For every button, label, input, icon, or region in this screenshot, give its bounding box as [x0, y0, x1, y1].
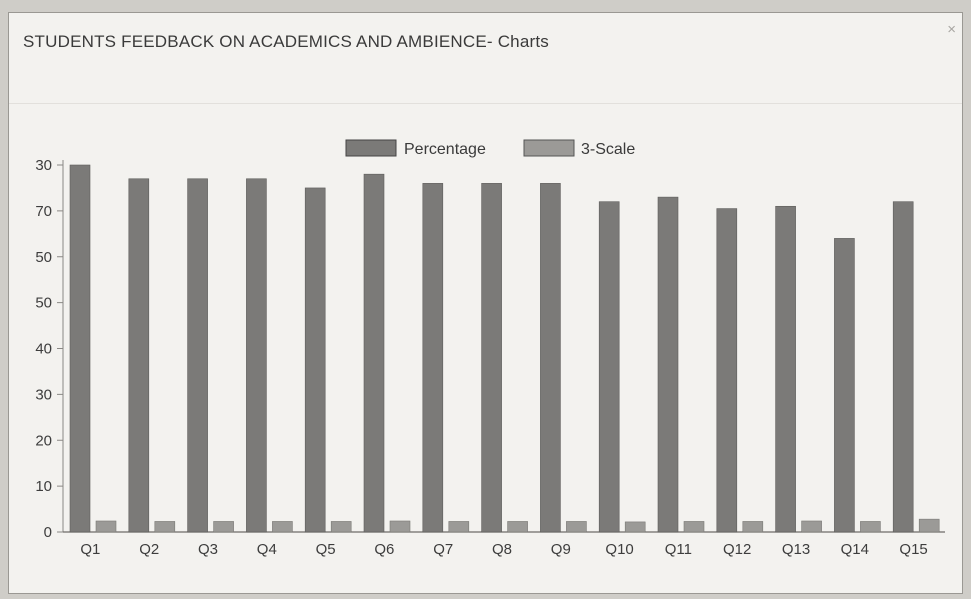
legend-swatch-3scale: [523, 139, 575, 157]
bar-percentage-q2: [128, 178, 150, 533]
bar-3scale-q4: [272, 521, 293, 533]
bar-3scale-q12: [742, 521, 764, 533]
bar-3scale-q13: [801, 520, 822, 533]
bar-percentage-q6: [363, 173, 385, 533]
bar-percentage-q12: [716, 208, 738, 533]
y-tick-label: 30: [35, 386, 52, 403]
y-tick-label: 70: [35, 203, 52, 220]
bar-3scale-q9: [566, 521, 587, 533]
bar-3scale-q11: [683, 521, 705, 533]
y-tick-label: 20: [35, 432, 52, 449]
bar-percentage-q10: [598, 201, 620, 533]
bar-percentage-q9: [540, 183, 561, 533]
y-tick-label: 50: [35, 249, 52, 266]
bar-3scale-q10: [624, 521, 646, 533]
bar-3scale-q3: [213, 521, 234, 533]
bar-percentage-q11: [657, 196, 679, 533]
bar-percentage-q13: [775, 205, 796, 533]
bar-3scale-q15: [918, 518, 940, 533]
x-tick-label: Q14: [841, 541, 869, 558]
x-tick-label: Q8: [492, 541, 512, 558]
x-tick-label: Q3: [198, 541, 218, 558]
legend-label-percentage: Percentage: [404, 141, 486, 158]
y-tick-label: 0: [44, 524, 52, 541]
x-tick-label: Q12: [723, 541, 751, 558]
dialog-header: STUDENTS FEEDBACK ON ACADEMICS AND AMBIE…: [9, 13, 962, 104]
bar-3scale-q8: [507, 521, 528, 533]
bar-percentage-q1: [69, 164, 91, 533]
x-tick-label: Q9: [551, 541, 571, 558]
x-tick-label: Q13: [782, 541, 810, 558]
x-tick-label: Q15: [899, 541, 927, 558]
dialog-title: STUDENTS FEEDBACK ON ACADEMICS AND AMBIE…: [23, 32, 549, 51]
x-tick-label: Q7: [433, 541, 453, 558]
y-tick-label: 30: [35, 157, 52, 174]
bar-percentage-q3: [187, 178, 208, 533]
legend-label-3scale: 3-Scale: [581, 141, 635, 158]
close-icon[interactable]: ×: [947, 21, 956, 38]
bar-3scale-q6: [389, 520, 411, 533]
bar-3scale-q2: [154, 521, 176, 533]
x-tick-label: Q11: [665, 541, 692, 558]
x-tick-label: Q2: [139, 541, 159, 558]
bar-3scale-q7: [448, 521, 470, 533]
y-tick-label: 40: [35, 341, 52, 358]
x-tick-label: Q10: [605, 541, 633, 558]
bar-3scale-q5: [330, 521, 352, 533]
legend-swatch-percentage: [345, 139, 397, 157]
x-tick-label: Q1: [80, 541, 100, 558]
bar-percentage-q8: [481, 183, 502, 533]
x-tick-label: Q4: [257, 541, 277, 558]
x-tick-label: Q5: [316, 541, 336, 558]
bar-percentage-q4: [246, 178, 267, 533]
bar-percentage-q7: [422, 183, 444, 533]
y-tick-label: 10: [35, 478, 52, 495]
y-tick-label: 50: [35, 295, 52, 312]
bar-3scale-q1: [95, 520, 117, 533]
x-tick-label: Q6: [374, 541, 394, 558]
bar-percentage-q14: [834, 238, 855, 533]
bar-percentage-q15: [892, 201, 914, 533]
bar-percentage-q5: [304, 187, 326, 533]
bar-3scale-q14: [860, 521, 881, 533]
